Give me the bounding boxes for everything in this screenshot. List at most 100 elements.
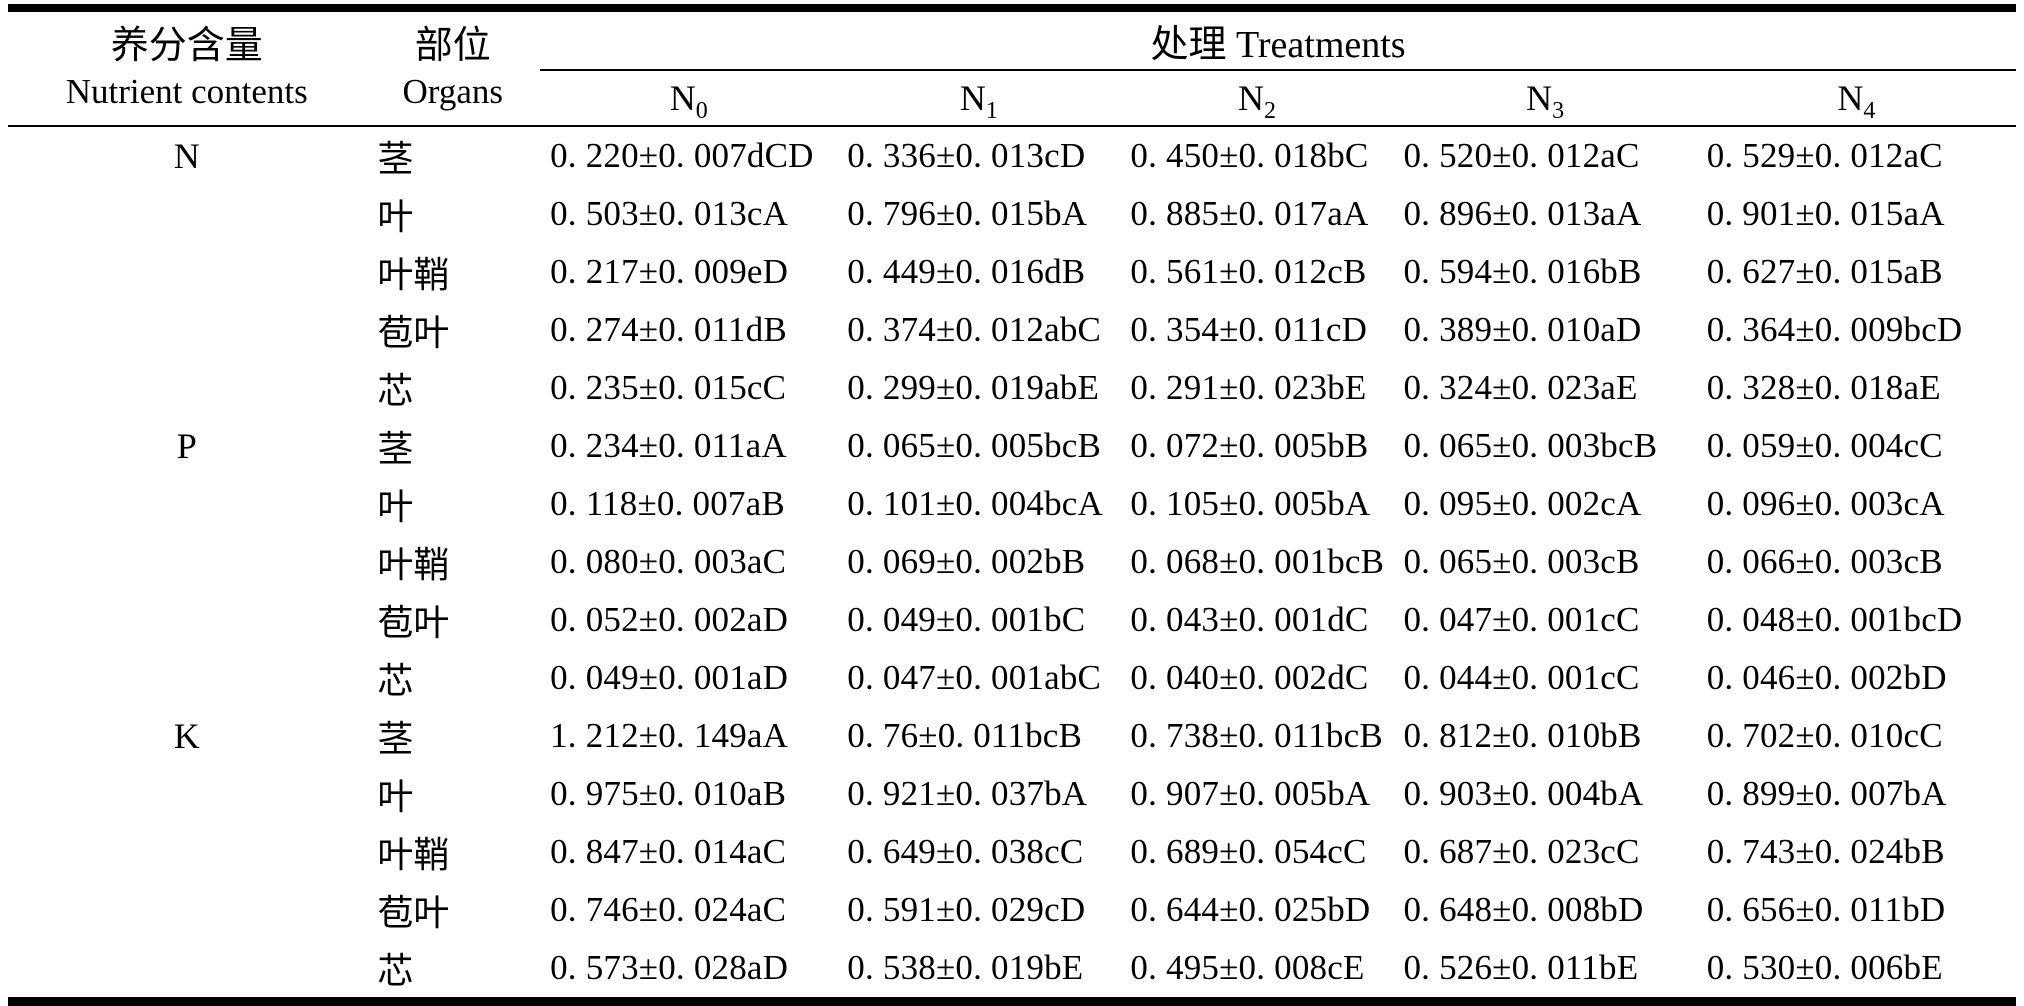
value-cell: 0. 068±0. 001bcB xyxy=(1130,542,1385,581)
table-row: 叶鞘 0. 847±0. 014aC 0. 649±0. 038cC 0. 689±0… xyxy=(8,823,2016,881)
table-row: 芯 0. 573±0. 028aD 0. 538±0. 019bE 0. 495±0.… xyxy=(8,939,2016,1002)
header-row-groups: 养分含量 Nutrient contents 部位 Organs 处理 Trea… xyxy=(8,8,2016,127)
value-cell: 0. 364±0. 009bcD xyxy=(1706,310,1963,349)
value-cell: 0. 059±0. 004cC xyxy=(1706,426,1943,465)
value-cell: 0. 299±0. 019abE xyxy=(847,368,1100,407)
table-row: 叶 0. 975±0. 010aB 0. 921±0. 037bA 0. 907±0.… xyxy=(8,765,2016,823)
organ-label: 叶 xyxy=(377,777,414,817)
treatments-header: 处理 Treatments xyxy=(540,8,2016,71)
nutrient-label: K xyxy=(173,716,200,756)
value-cell: 0. 450±0. 018bC xyxy=(1130,136,1369,175)
treatment-n1-base: N xyxy=(959,78,986,118)
value-cell: 0. 687±0. 023cC xyxy=(1403,832,1640,871)
value-cell: 0. 812±0. 010bB xyxy=(1403,716,1642,755)
nutrient-label xyxy=(8,649,365,707)
organ-label: 茎 xyxy=(377,719,414,759)
organ-label: 茎 xyxy=(377,429,414,469)
value-cell: 0. 649±0. 038cC xyxy=(847,832,1084,871)
nutrient-label: N xyxy=(173,136,200,176)
value-cell: 0. 220±0. 007dCD xyxy=(550,136,814,175)
value-cell: 0. 644±0. 025bD xyxy=(1130,890,1371,929)
value-cell: 0. 921±0. 037bA xyxy=(847,774,1088,813)
treatment-n2-sub: 2 xyxy=(1263,98,1276,125)
value-cell: 0. 526±0. 011bE xyxy=(1403,948,1639,987)
value-cell: 0. 529±0. 012aC xyxy=(1706,136,1943,175)
value-cell: 0. 101±0. 004bcA xyxy=(847,484,1104,523)
value-cell: 0. 573±0. 028aD xyxy=(550,948,789,987)
organ-label: 叶鞘 xyxy=(377,545,450,585)
table-row: 叶鞘 0. 080±0. 003aC 0. 069±0. 002bB 0. 068±0… xyxy=(8,533,2016,591)
nutrient-label xyxy=(8,475,365,533)
treatment-n0-sub: 0 xyxy=(695,98,708,125)
value-cell: 0. 449±0. 016dB xyxy=(847,252,1086,291)
nutrient-label xyxy=(8,185,365,243)
page: 养分含量 Nutrient contents 部位 Organs 处理 Trea… xyxy=(8,4,2016,1006)
table-row: 苞叶 0. 746±0. 024aC 0. 591±0. 029cD 0. 644±0… xyxy=(8,881,2016,939)
value-cell: 0. 065±0. 005bcB xyxy=(847,426,1102,465)
value-cell: 0. 069±0. 002bB xyxy=(847,542,1086,581)
treatment-n1-sub: 1 xyxy=(985,98,998,125)
value-cell: 1. 212±0. 149aA xyxy=(550,716,789,755)
value-cell: 0. 648±0. 008bD xyxy=(1403,890,1644,929)
value-cell: 0. 689±0. 054cC xyxy=(1130,832,1367,871)
nutrient-label xyxy=(8,301,365,359)
table-body: N 茎 0. 220±0. 007dCD 0. 336±0. 013cD 0. 450±… xyxy=(8,126,2016,1002)
value-cell: 0. 847±0. 014aC xyxy=(550,832,787,871)
nutrient-contents-header-en: Nutrient contents xyxy=(65,72,308,112)
value-cell: 0. 627±0. 015aB xyxy=(1706,252,1943,291)
value-cell: 0. 048±0. 001bcD xyxy=(1706,600,1963,639)
value-cell: 0. 538±0. 019bE xyxy=(847,948,1084,987)
value-cell: 0. 049±0. 001aD xyxy=(550,658,789,697)
treatment-n4-sub: 4 xyxy=(1863,98,1876,125)
treatment-col-n2: N2 xyxy=(1120,70,1394,127)
value-cell: 0. 899±0. 007bA xyxy=(1706,774,1947,813)
treatment-col-n1: N1 xyxy=(837,70,1121,127)
nutrient-label xyxy=(8,939,365,1002)
organ-label: 茎 xyxy=(377,139,414,179)
value-cell: 0. 095±0. 002cA xyxy=(1403,484,1642,523)
value-cell: 0. 495±0. 008cE xyxy=(1130,948,1365,987)
value-cell: 0. 235±0. 015cC xyxy=(550,368,787,407)
organ-label: 芯 xyxy=(377,951,414,991)
nutrient-table: 养分含量 Nutrient contents 部位 Organs 处理 Trea… xyxy=(8,4,2016,1006)
table-row: K 茎 1. 212±0. 149aA 0. 76±0. 011bcB 0. 738±0… xyxy=(8,707,2016,765)
treatment-col-n0: N0 xyxy=(540,70,838,127)
value-cell: 0. 503±0. 013cA xyxy=(550,194,789,233)
nutrient-label xyxy=(8,591,365,649)
value-cell: 0. 047±0. 001cC xyxy=(1403,600,1640,639)
nutrient-contents-header-zh: 养分含量 xyxy=(110,24,263,67)
nutrient-contents-header: 养分含量 Nutrient contents xyxy=(8,8,366,127)
value-cell: 0. 896±0. 013aA xyxy=(1403,194,1642,233)
table-row: 苞叶 0. 052±0. 002aD 0. 049±0. 001bC 0. 043±0… xyxy=(8,591,2016,649)
treatment-col-n4: N4 xyxy=(1696,70,2016,127)
value-cell: 0. 065±0. 003bcB xyxy=(1403,426,1658,465)
value-cell: 0. 217±0. 009eD xyxy=(550,252,789,291)
nutrient-label xyxy=(8,359,365,417)
header-row-treatments: N0 N1 N2 N3 N4 xyxy=(8,70,2016,127)
nutrient-label: P xyxy=(176,426,197,466)
value-cell: 0. 520±0. 012aC xyxy=(1403,136,1640,175)
treatment-n0-base: N xyxy=(669,78,696,118)
value-cell: 0. 975±0. 010aB xyxy=(550,774,787,813)
organ-label: 叶鞘 xyxy=(377,255,450,295)
table-row: 苞叶 0. 274±0. 011dB 0. 374±0. 012abC 0. 354±… xyxy=(8,301,2016,359)
value-cell: 0. 594±0. 016bB xyxy=(1403,252,1642,291)
nutrient-label xyxy=(8,243,365,301)
treatment-n4-base: N xyxy=(1837,78,1864,118)
table-row: 叶 0. 118±0. 007aB 0. 101±0. 004bcA 0. 105±0… xyxy=(8,475,2016,533)
value-cell: 0. 702±0. 010cC xyxy=(1706,716,1943,755)
value-cell: 0. 040±0. 002dC xyxy=(1130,658,1369,697)
table-row: 芯 0. 049±0. 001aD 0. 047±0. 001abC 0. 040±0… xyxy=(8,649,2016,707)
value-cell: 0. 049±0. 001bC xyxy=(847,600,1086,639)
organ-label: 芯 xyxy=(377,371,414,411)
organ-label: 叶 xyxy=(377,487,414,527)
treatment-n2-base: N xyxy=(1237,78,1264,118)
value-cell: 0. 901±0. 015aA xyxy=(1706,194,1945,233)
table-row: P 茎 0. 234±0. 011aA 0. 065±0. 005bcB 0. 072±… xyxy=(8,417,2016,475)
value-cell: 0. 047±0. 001abC xyxy=(847,658,1102,697)
organ-label: 芯 xyxy=(377,661,414,701)
value-cell: 0. 274±0. 011dB xyxy=(550,310,787,349)
value-cell: 0. 746±0. 024aC xyxy=(550,890,787,929)
organ-label: 叶鞘 xyxy=(377,835,450,875)
value-cell: 0. 044±0. 001cC xyxy=(1403,658,1640,697)
